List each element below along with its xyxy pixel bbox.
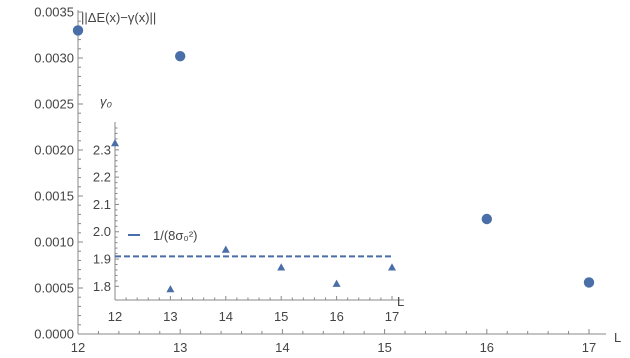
y-tick-label: 0.0035 — [34, 5, 74, 20]
inset-plot: 1.8 1.9 2.0 2.1 2.2 2.3 12 13 14 15 16 17 γ₀ L 1/(8σ₀²… — [93, 84, 408, 328]
inset-x-tick-label: 13 — [163, 309, 177, 324]
x-tick-label: 16 — [480, 340, 494, 355]
inset-background — [108, 84, 408, 328]
legend-label: 1/(8σ₀²) — [153, 228, 197, 243]
x-tick-label: 17 — [582, 340, 596, 355]
inset-x-tick-label: 17 — [385, 309, 399, 324]
inset-x-tick-label: 15 — [274, 309, 288, 324]
y-tick-label: 0.0020 — [34, 143, 74, 158]
inset-data-point — [221, 245, 230, 253]
inset-x-tick-label: 16 — [329, 309, 343, 324]
inset-data-point — [388, 263, 396, 271]
inset-y-tick-label: 1.8 — [93, 279, 111, 294]
x-tick-label: 14 — [275, 340, 289, 355]
data-point — [583, 277, 595, 288]
inset-y-tick-label: 2.1 — [93, 197, 111, 212]
y-tick-label: 0.0000 — [34, 327, 74, 342]
inset-data-point — [277, 263, 286, 271]
inset-y-tick-label: 2.2 — [93, 170, 111, 185]
inset-x-tick-label: 12 — [108, 309, 122, 324]
inset-y-tick-label: 2.3 — [93, 142, 111, 157]
y-tick-label: 0.0005 — [34, 281, 74, 296]
inset-x-tick-label: 14 — [219, 309, 233, 324]
data-point — [72, 25, 84, 36]
inset-y-axis-title: γ₀ — [100, 94, 113, 109]
x-axis-title: L — [614, 330, 621, 345]
inset-y-tick-label: 2.0 — [93, 224, 111, 239]
inset-y-tick-label: 1.9 — [93, 252, 111, 267]
inset-x-axis-title: L — [397, 294, 404, 309]
main-plot: 0.0000 0.0005 0.0010 0.0015 0.0020 0.0025 0.00… — [34, 5, 621, 356]
x-tick-label: 13 — [173, 340, 187, 355]
x-tick-label: 15 — [377, 340, 391, 355]
y-axis-title: ||ΔE(x)−γ(x)|| — [81, 10, 156, 25]
y-tick-label: 0.0010 — [34, 235, 74, 250]
y-tick-label: 0.0025 — [34, 97, 74, 112]
y-tick-label: 0.0015 — [34, 189, 74, 204]
data-point — [175, 50, 186, 62]
y-tick-label: 0.0030 — [34, 51, 74, 66]
inset-data-point — [111, 139, 119, 147]
inset-data-point — [332, 279, 341, 287]
x-tick-label: 12 — [71, 340, 85, 355]
data-point — [481, 213, 492, 225]
inset-data-point — [166, 285, 175, 293]
